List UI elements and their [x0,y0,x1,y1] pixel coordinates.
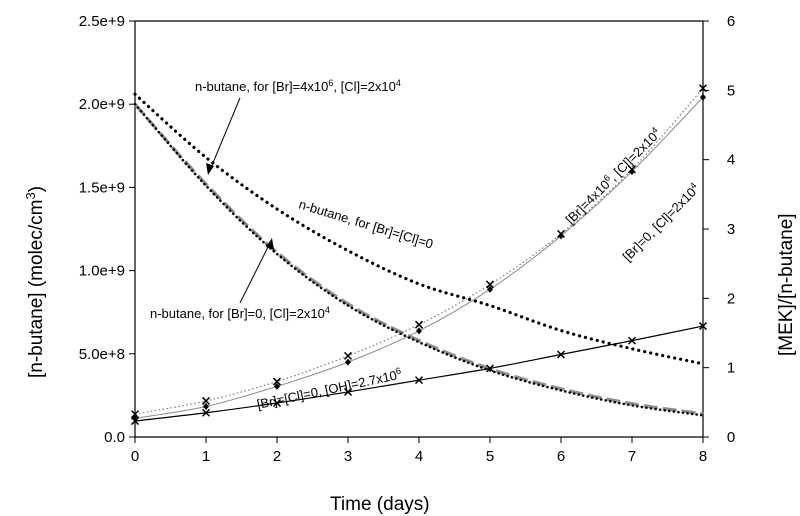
data-point-marker-x [272,398,282,408]
y-left-tick-label: 1.5e+9 [79,179,125,196]
x-axis-title: Time (days) [330,494,430,515]
x-tick-label: 7 [628,448,636,465]
series-layer [130,84,708,426]
data-point-marker-x [485,364,495,373]
annotation-arrow-1 [209,97,241,171]
data-point-marker-x [414,320,424,329]
y-left-tick-label: 2.0e+9 [79,96,125,113]
series-line-1 [133,103,704,416]
annotation-mek-cl: [Br]=0, [Cl]=2x104 [619,180,703,264]
x-tick-label: 3 [344,448,352,465]
y-left-tick-label: 1.0e+9 [79,263,125,280]
x-tick-label: 4 [415,448,423,465]
annotation-arrowhead-2 [266,238,274,250]
data-point-marker-diamond [416,327,422,335]
y-right-tick-label: 0 [727,429,735,446]
series-5 [130,84,708,419]
series-4 [132,93,706,422]
x-tick-label: 8 [699,448,707,465]
ticks: 0 1 2 3 4 5 6 7 8 0.0 5.0e+8 1.0e+9 1.5e+9 2.0e+9 2.5e… [79,13,735,465]
y-right-tick-label: 1 [727,360,735,377]
y-right-tick-label: 5 [727,82,735,99]
series-1 [133,103,704,416]
y-axis-left-title: [n-butane] (molec/cm3) [23,186,48,378]
annotation-mek-br-cl: [Br]=4x106, [Cl]=2x104 [562,125,664,227]
y-axis-right-title: [MEK]/[n-butane] [776,213,797,356]
data-point-marker-x [485,280,495,289]
annotation-nbutane-br-cl: n-butane, for [Br]=4x106, [Cl]=2x104 [195,78,401,94]
annotations: n-butane, for [Br]=4x106, [Cl]=2x104 n-b… [150,78,703,412]
y-right-tick-label: 4 [727,152,735,169]
data-point-marker-x [698,84,708,93]
data-point-marker-diamond [700,93,706,101]
data-point-marker-x [343,351,353,360]
annotation-nbutane-cl: n-butane, for [Br]=0, [Cl]=2x104 [150,305,330,321]
y-left-tick-label: 0.0 [104,429,125,446]
data-point-marker-x [201,408,211,417]
series-line-4 [134,96,704,419]
data-point-marker-x [556,229,566,238]
annotation-arrow-2 [239,242,271,304]
data-point-marker-x [556,350,566,359]
y-right-tick-label: 6 [727,13,735,30]
series-line-0 [133,92,705,366]
series-line-2 [133,102,705,417]
annotation-nbutane-zero: n-butane, for [Br]=[Cl]=0 [297,197,435,252]
y-right-tick-label: 3 [727,221,735,238]
data-point-marker-x [698,322,708,331]
series-0 [133,92,705,366]
series-2 [133,102,705,417]
data-point-marker-diamond [345,358,351,366]
x-tick-label: 6 [557,448,565,465]
data-point-marker-diamond [487,285,493,293]
x-tick-label: 5 [486,448,494,465]
data-point-marker-x [627,165,637,174]
x-tick-label: 2 [273,448,281,465]
data-point-marker-diamond [203,402,209,410]
x-tick-label: 0 [131,448,139,465]
y-left-tick-label: 2.5e+9 [79,13,125,30]
data-point-marker-x [627,336,637,345]
data-point-marker-x [414,376,424,385]
series-line-5 [134,87,704,415]
y-right-tick-label: 2 [727,290,735,307]
data-point-marker-diamond [274,382,280,390]
data-point-marker-diamond [558,232,564,240]
y-left-tick-label: 5.0e+8 [79,346,125,363]
data-point-marker-x [343,387,353,396]
annotation-arrowhead-1 [206,163,214,175]
x-tick-label: 1 [202,448,210,465]
data-point-marker-diamond [629,167,635,175]
series-3 [130,322,708,426]
data-point-marker-x [130,410,140,419]
data-point-marker-x [201,396,211,405]
data-point-marker-x [272,377,282,386]
